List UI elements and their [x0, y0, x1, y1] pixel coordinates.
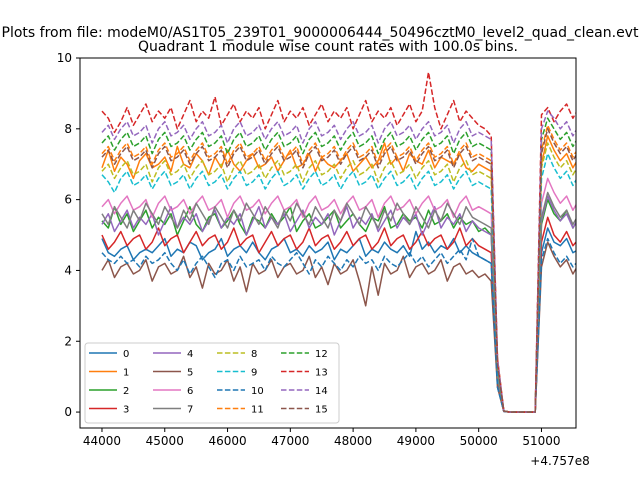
legend-box: [84, 342, 340, 424]
legend-label-5: 5: [187, 368, 193, 379]
chart-title: Quadrant 1 module wise count rates with …: [138, 39, 518, 55]
legend-label-10: 10: [251, 386, 264, 397]
series-line-11: [101, 124, 576, 413]
legend-label-15: 15: [315, 405, 328, 416]
series-line-2: [101, 198, 576, 413]
legend-label-1: 1: [123, 368, 129, 379]
x-tick-label: 44000: [83, 434, 121, 448]
figure-suptitle: Plots from file: modeM0/AS1T05_239T01_90…: [2, 25, 639, 41]
legend-label-2: 2: [123, 386, 129, 397]
x-offset-label: +4.757e8: [530, 454, 589, 468]
x-tick-label: 51000: [522, 434, 560, 448]
x-tick-label: 46000: [208, 434, 246, 448]
x-tick-label: 48000: [334, 434, 372, 448]
series-line-8: [101, 142, 576, 413]
y-tick-label: 6: [64, 193, 72, 207]
legend-label-9: 9: [251, 368, 257, 379]
series-line-15: [101, 128, 576, 413]
series-line-3: [101, 216, 576, 413]
series-line-4: [101, 195, 576, 413]
series-layer: [101, 71, 576, 413]
x-tick-label: 49000: [397, 434, 435, 448]
y-tick-label: 10: [57, 51, 72, 65]
legend-label-3: 3: [123, 405, 129, 416]
x-tick-label: 45000: [146, 434, 184, 448]
y-tick-label: 0: [64, 405, 72, 419]
legend-label-8: 8: [251, 349, 257, 360]
series-line-9: [101, 152, 576, 413]
legend-label-13: 13: [315, 368, 328, 379]
x-tick-label: 50000: [460, 434, 498, 448]
legend-label-14: 14: [315, 386, 328, 397]
series-line-14: [101, 110, 576, 413]
y-axis: 0 2 4 6 8 10: [57, 51, 80, 419]
series-line-13: [101, 71, 576, 413]
legend-label-7: 7: [187, 405, 193, 416]
y-tick-label: 8: [64, 122, 72, 136]
series-line-1: [101, 135, 576, 413]
series-line-7: [101, 191, 576, 413]
series-line-5: [101, 241, 576, 413]
legend-label-4: 4: [187, 349, 193, 360]
legend-label-6: 6: [187, 386, 193, 397]
x-tick-label: 47000: [271, 434, 309, 448]
x-axis: 44000 45000 46000 47000 48000 49000 50000 51000: [83, 428, 561, 448]
plot-frame: [79, 57, 577, 429]
legend-label-12: 12: [315, 349, 328, 360]
legend-label-0: 0: [123, 349, 129, 360]
y-tick-label: 4: [64, 263, 72, 277]
series-line-6: [101, 177, 576, 413]
series-line-0: [101, 227, 576, 413]
y-tick-label: 2: [64, 334, 72, 348]
legend-label-11: 11: [251, 405, 264, 416]
series-line-12: [101, 117, 576, 413]
